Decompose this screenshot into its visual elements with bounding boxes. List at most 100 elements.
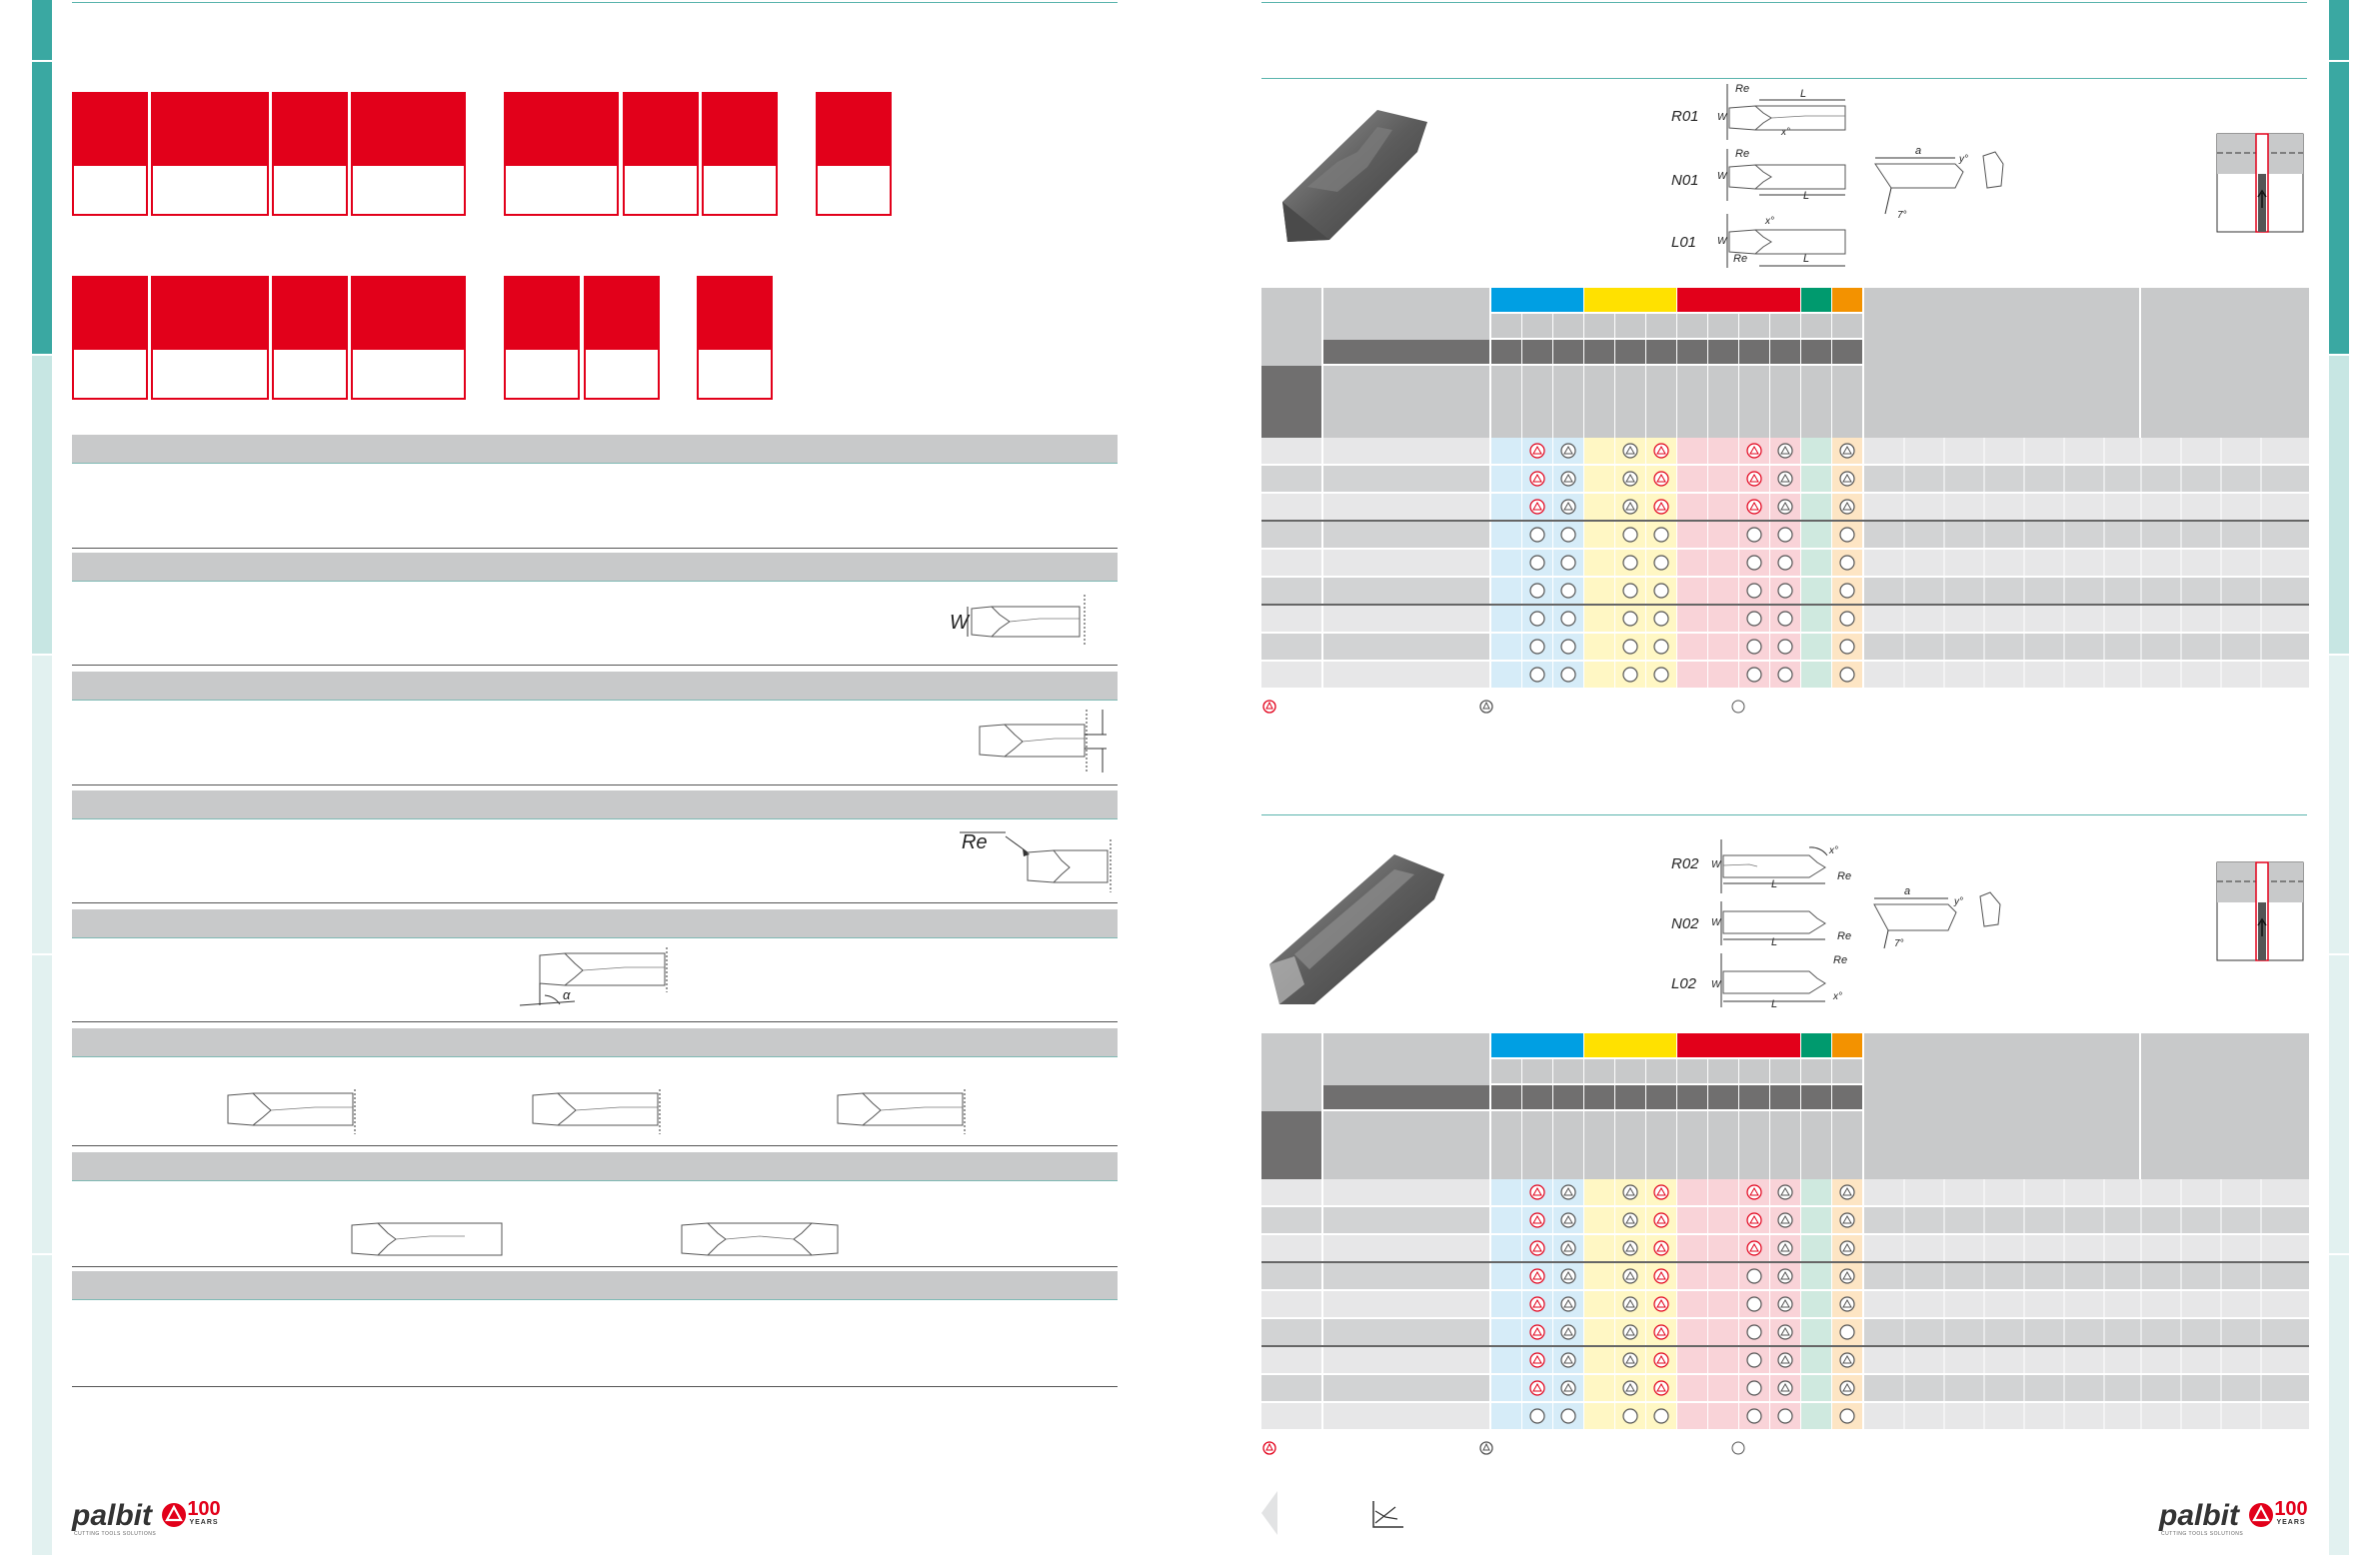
svg-text:y°: y° [1953,896,1963,907]
left-side-tab-5[interactable] [32,955,52,1253]
angle-diagram: α [519,947,668,1006]
profile-l01-label: L01 [1671,234,1697,251]
grade-cell [1801,550,1831,576]
left-side-tab-2[interactable] [32,62,52,354]
left-side-tab-6[interactable] [32,1255,52,1555]
grade-code-cell [1677,1085,1707,1109]
previous-page-arrow-icon[interactable] [1259,1489,1279,1537]
svg-text:Re: Re [1833,954,1847,966]
radius-label: Re [962,831,988,853]
grade-mark-icon [1532,1214,1542,1224]
grade-subheader [1584,1059,1614,1083]
grade-header-cell [1770,1111,1800,1183]
grade-subheader [1522,1059,1552,1083]
grade-mark-icon [1532,1270,1542,1280]
hand-diagram-right [227,1089,356,1134]
right-side-tab-4[interactable] [2329,656,2349,953]
grade-cell [1708,494,1738,520]
brand-logo-right[interactable]: palbit [2159,1499,2239,1533]
grade-mark-icon [1777,639,1793,655]
svg-text:W: W [1717,236,1728,247]
grade-cell [1708,466,1738,492]
table-row [1261,1263,1321,1289]
grade-header-cell [1832,366,1862,438]
dimension-cell [1864,662,2309,688]
grade-cell [1708,606,1738,632]
grade-mark-icon [1780,473,1790,483]
right-side-tab-1[interactable] [2329,0,2349,60]
dimension-header [2141,1033,2309,1183]
grade-mark-icon [1622,583,1638,599]
grade-cell [1584,662,1614,688]
grade-mark-icon [1839,611,1855,627]
grade-cell [1801,1179,1831,1205]
grade-mark-icon [1749,1186,1759,1196]
grade-cell [1801,662,1831,688]
grade-mark-icon [1842,1298,1852,1308]
grade-cell [1584,1179,1614,1205]
grade-mark-icon [1842,445,1852,455]
table-row [1261,578,1321,604]
dimension-cell [1864,1319,2309,1345]
grade-mark-icon [1777,1408,1793,1424]
table-row [1261,606,1321,632]
grade-table-bottom [1261,1033,2309,1429]
grade-mark-icon [1625,1214,1635,1224]
grade-cell [1491,1319,1521,1345]
grade-mark-icon [1529,583,1545,599]
grade-mark-icon [1780,1270,1790,1280]
section-bottom-rule [72,1145,1118,1146]
svg-text:Re: Re [1733,253,1747,265]
left-side-tab-3[interactable] [32,356,52,654]
grade-mark-icon [1653,583,1669,599]
grade-mark-icon [1656,1354,1666,1364]
right-side-tab-2[interactable] [2329,62,2349,354]
top-table-rule [1261,78,2307,79]
svg-text:L: L [1803,253,1809,265]
left-side-tab-4[interactable] [32,656,52,953]
grade-cell [1491,466,1521,492]
grade-cell [1708,1319,1738,1345]
grade-mark-icon [1656,1242,1666,1252]
grade-mark-icon [1780,1326,1790,1336]
grade-mark-icon [1622,611,1638,627]
grade-cell [1491,438,1521,464]
grade-cell [1677,522,1707,548]
insert-photo-top [1282,110,1427,242]
available-icon [1731,700,1745,714]
grade-cell [1677,1375,1707,1401]
dimension-cell [1864,1347,2309,1373]
grade-mark-icon [1653,1408,1669,1424]
left-side-tab-1[interactable] [32,0,52,60]
chart-axes-icon[interactable] [1369,1499,1405,1531]
grade-mark-icon [1780,1242,1790,1252]
grade-code-cell [1801,1085,1831,1109]
right-side-tab-6[interactable] [2329,1255,2349,1555]
years-number: 100 [2274,1498,2308,1520]
grade-mark-icon [1622,527,1638,543]
right-side-tab-5[interactable] [2329,955,2349,1253]
grade-cell [1801,606,1831,632]
grade-subheader [1801,1059,1831,1083]
grade-mark-icon [1563,1326,1573,1336]
hand-diagram-left [837,1089,966,1134]
grade-mark-icon [1746,555,1762,571]
table-row [1323,1375,1489,1401]
grade-subheader [1770,1059,1800,1083]
svg-text:7°: 7° [1897,210,1907,221]
grade-mark-icon [1842,1354,1852,1364]
right-side-tab-3[interactable] [2329,356,2349,654]
grade-cell [1801,1403,1831,1429]
grade-code-cell [1553,1085,1583,1109]
grade-cell [1801,1235,1831,1261]
section-divider [72,937,1118,938]
iso-group-header [1677,1033,1800,1057]
dimension-cell [1864,634,2309,660]
section-header-bar [72,1028,1118,1056]
brand-logo-left[interactable]: palbit [72,1499,152,1533]
grade-cell [1491,522,1521,548]
svg-text:W: W [1711,917,1722,928]
left-page-top-rule [72,2,1118,3]
grade-mark-icon [1625,1354,1635,1364]
brand-name: palbit [72,1499,152,1532]
